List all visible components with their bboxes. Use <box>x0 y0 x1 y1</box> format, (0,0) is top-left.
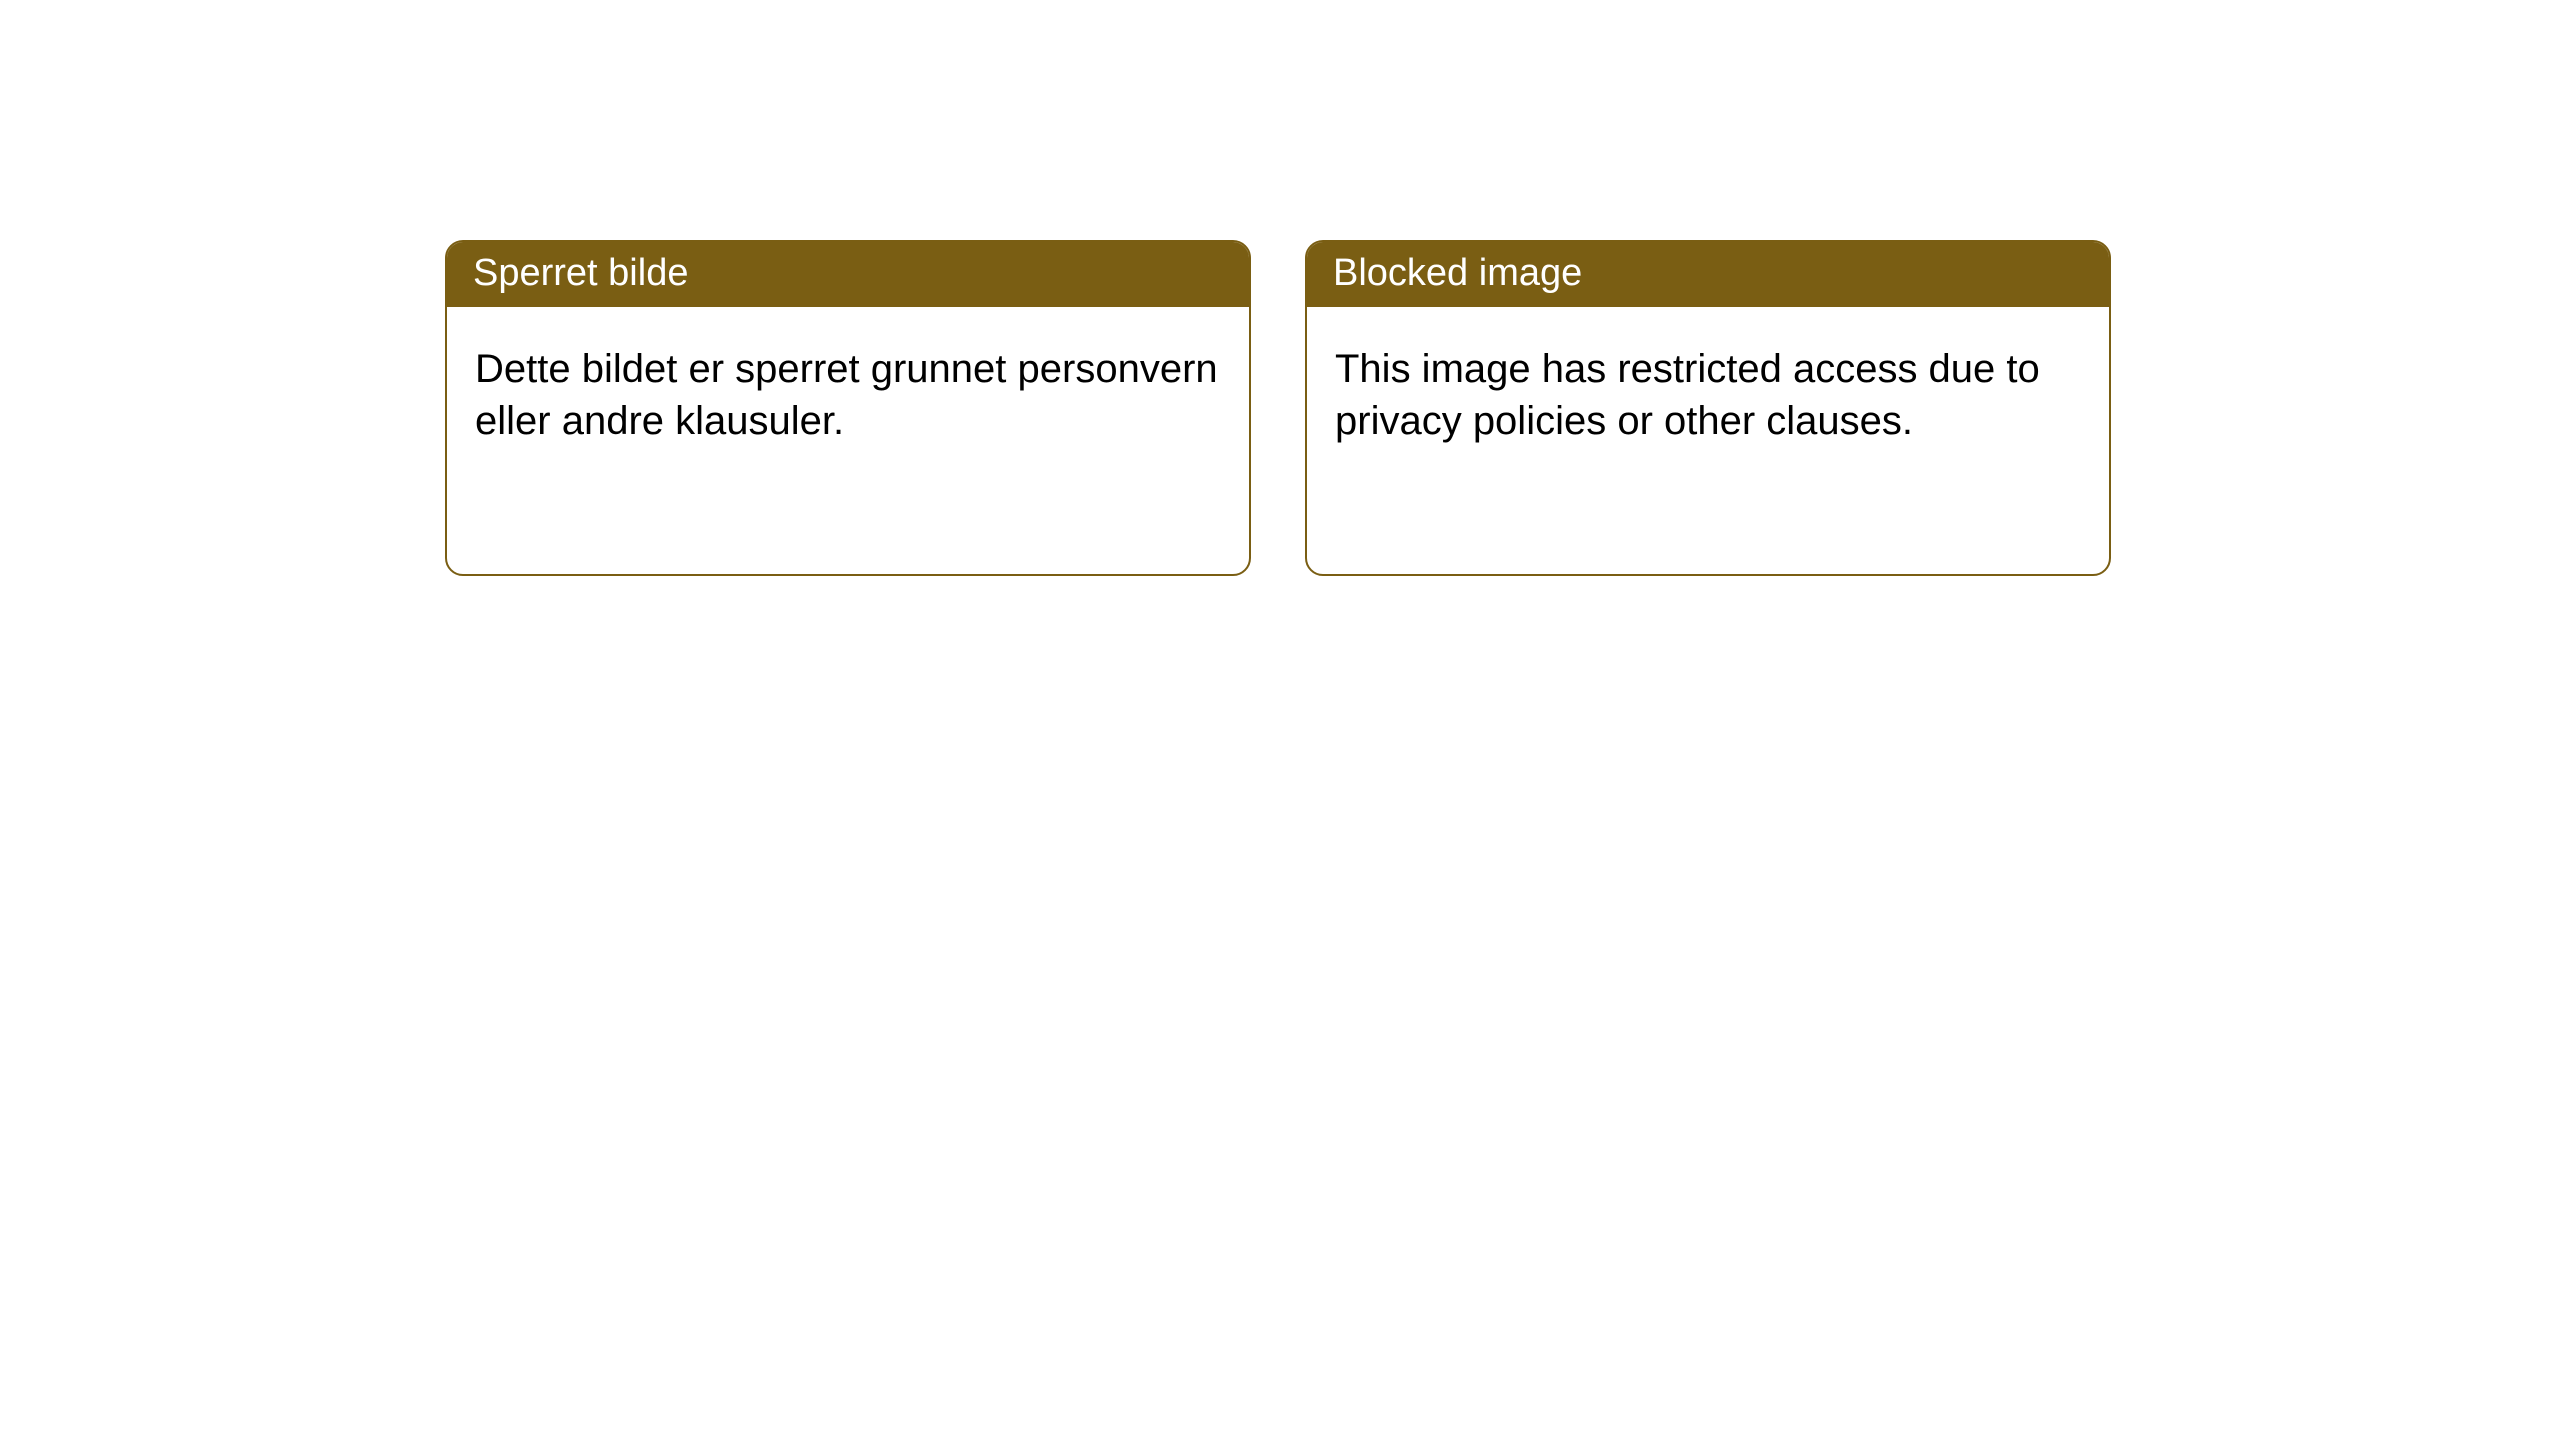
notice-header-norwegian: Sperret bilde <box>447 242 1249 307</box>
notice-title-norwegian: Sperret bilde <box>473 252 688 294</box>
notice-title-english: Blocked image <box>1333 252 1582 294</box>
notice-header-english: Blocked image <box>1307 242 2109 307</box>
notice-text-english: This image has restricted access due to … <box>1335 347 2040 443</box>
notice-container: Sperret bilde Dette bildet er sperret gr… <box>0 0 2560 576</box>
notice-card-norwegian: Sperret bilde Dette bildet er sperret gr… <box>445 240 1251 576</box>
notice-body-english: This image has restricted access due to … <box>1307 307 2109 475</box>
notice-body-norwegian: Dette bildet er sperret grunnet personve… <box>447 307 1249 475</box>
notice-text-norwegian: Dette bildet er sperret grunnet personve… <box>475 347 1218 443</box>
notice-card-english: Blocked image This image has restricted … <box>1305 240 2111 576</box>
